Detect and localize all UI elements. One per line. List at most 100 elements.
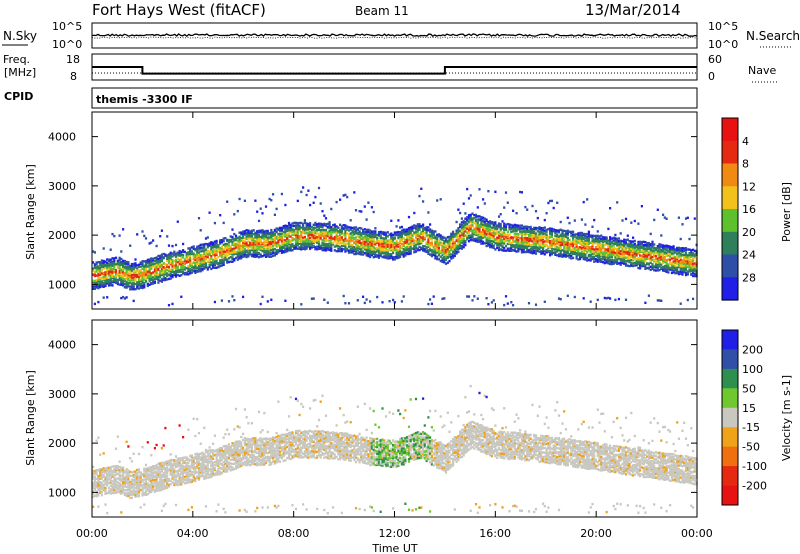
range-gate <box>116 266 119 270</box>
range-gate <box>339 198 342 201</box>
range-gate <box>430 231 433 234</box>
range-gate <box>370 244 373 247</box>
range-gate <box>545 236 548 240</box>
range-gate <box>651 265 654 269</box>
range-gate <box>600 251 603 254</box>
range-gate <box>174 252 178 255</box>
range-gate <box>501 235 504 238</box>
range-gate <box>550 245 553 248</box>
range-gate <box>522 239 525 242</box>
range-gate <box>201 243 204 246</box>
range-gate <box>339 249 342 253</box>
range-gate <box>272 234 275 237</box>
range-gate <box>238 257 241 260</box>
range-gate <box>240 233 243 236</box>
range-gate <box>152 476 155 479</box>
range-gate <box>130 496 133 500</box>
range-gate <box>549 251 552 254</box>
range-gate <box>416 223 419 226</box>
range-gate <box>215 253 218 257</box>
range-gate <box>310 242 313 245</box>
range-gate <box>605 258 608 261</box>
range-gate <box>282 241 285 244</box>
range-gate <box>249 230 252 233</box>
range-gate <box>418 228 421 231</box>
range-gate <box>259 207 262 210</box>
range-gate <box>293 247 296 250</box>
range-gate <box>674 264 677 267</box>
range-gate <box>506 233 509 236</box>
range-gate <box>95 486 98 489</box>
range-gate <box>584 246 587 249</box>
range-gate <box>97 300 100 304</box>
range-gate <box>113 485 116 488</box>
range-gate <box>649 243 652 246</box>
range-gate <box>444 249 448 252</box>
range-gate <box>388 233 391 236</box>
range-gate <box>164 269 167 272</box>
range-gate <box>383 245 386 248</box>
range-gate <box>630 253 633 257</box>
range-gate <box>570 250 573 253</box>
power-cbar-tick: 20 <box>742 226 756 239</box>
range-gate <box>302 186 305 189</box>
range-gate <box>100 265 103 269</box>
range-gate <box>473 295 476 298</box>
range-gate <box>362 236 365 239</box>
range-gate <box>404 228 407 231</box>
range-gate <box>427 249 430 252</box>
range-gate <box>538 239 541 243</box>
range-gate <box>210 261 213 264</box>
range-gate <box>155 273 158 276</box>
range-gate <box>330 247 333 250</box>
range-gate <box>219 265 222 268</box>
range-gate <box>266 231 269 235</box>
range-gate <box>649 268 652 271</box>
range-gate <box>547 239 550 242</box>
range-gate <box>497 238 501 241</box>
range-gate <box>406 252 409 255</box>
range-gate <box>153 490 156 493</box>
range-gate <box>185 260 188 263</box>
range-gate <box>287 224 291 227</box>
range-gate <box>264 240 268 243</box>
range-gate <box>384 231 388 235</box>
range-gate <box>107 272 111 275</box>
range-gate <box>330 231 333 234</box>
range-gate <box>469 227 472 230</box>
range-gate <box>116 282 119 286</box>
range-gate <box>150 479 153 483</box>
range-gate <box>173 478 176 481</box>
range-gate <box>204 266 208 269</box>
range-gate <box>197 244 201 248</box>
range-gate <box>162 504 165 508</box>
range-gate <box>469 238 472 242</box>
range-gate <box>556 245 559 249</box>
range-gate <box>406 243 409 246</box>
range-gate <box>496 242 499 245</box>
range-gate <box>462 246 465 249</box>
range-gate <box>268 253 271 256</box>
range-gate <box>635 264 638 267</box>
range-gate <box>473 221 476 225</box>
range-gate <box>679 302 682 305</box>
range-gate <box>203 262 206 265</box>
range-gate <box>554 239 557 243</box>
range-gate <box>97 286 100 290</box>
range-gate <box>422 227 425 230</box>
range-gate <box>482 216 485 219</box>
range-gate <box>159 481 162 484</box>
range-gate <box>106 296 109 299</box>
range-gate <box>204 237 208 240</box>
range-gate <box>596 258 599 262</box>
range-gate <box>395 244 398 247</box>
range-gate <box>379 245 382 248</box>
range-gate <box>388 243 391 247</box>
range-gate <box>545 230 548 234</box>
range-gate <box>155 478 158 481</box>
range-gate <box>160 253 163 256</box>
range-gate <box>679 258 682 262</box>
range-gate <box>152 257 155 261</box>
range-gate <box>243 245 246 248</box>
range-gate <box>422 223 425 226</box>
